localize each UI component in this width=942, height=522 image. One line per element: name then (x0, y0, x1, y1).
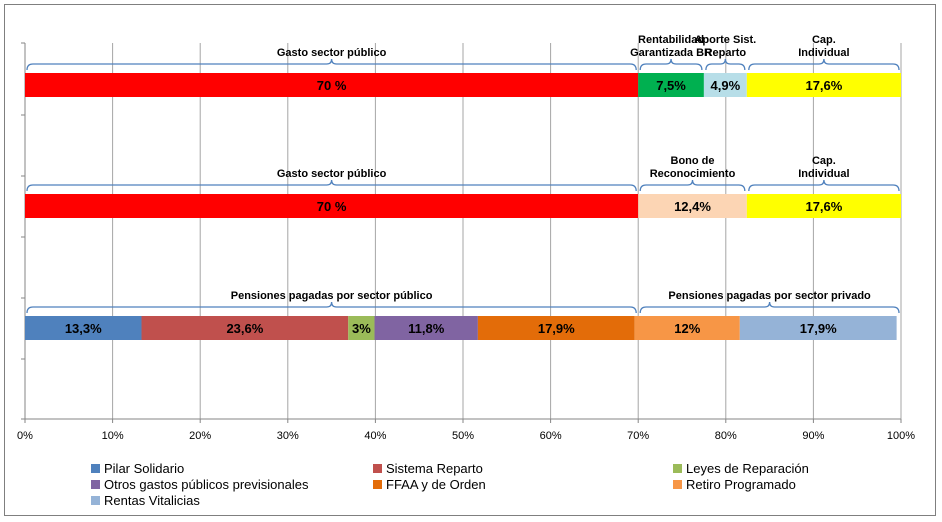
bracket-label: Gasto sector público (277, 168, 387, 180)
bar-data-label: 7,5% (656, 78, 686, 93)
bar-segment (25, 73, 639, 97)
bar-data-label: 4,9% (711, 78, 741, 93)
legend-swatch (373, 464, 382, 473)
x-tick-label: 40% (364, 430, 386, 442)
legend-swatch (91, 496, 100, 505)
bracket-label: Reconocimiento (650, 168, 736, 180)
legend-item: Sistema Reparto (373, 461, 483, 476)
bracket-label: Cap. (812, 34, 836, 46)
bar-data-label: 23,6% (226, 321, 263, 336)
bar-segment (25, 194, 639, 218)
legend-swatch (91, 464, 100, 473)
bracket-label: Cap. (812, 155, 836, 167)
bar-data-label: 70 % (317, 78, 347, 93)
legend-swatch (673, 464, 682, 473)
bar-data-label: 12% (674, 321, 700, 336)
x-tick-label: 70% (627, 430, 649, 442)
legend-swatch (91, 480, 100, 489)
bar-segment (739, 316, 897, 340)
bracket (639, 179, 746, 192)
bar-segment (25, 316, 142, 340)
bracket (639, 301, 900, 314)
legend-label: Leyes de Reparación (686, 461, 809, 476)
bracket-label: Pensiones pagadas por sector público (231, 290, 433, 302)
bar-segment (348, 316, 375, 340)
legend-label: Rentas Vitalicias (104, 493, 200, 508)
bracket-label: Gasto sector público (277, 47, 387, 59)
bracket (26, 58, 637, 71)
bar-data-label: 17,9% (538, 321, 575, 336)
bracket-label: Aporte Sist. (694, 34, 756, 46)
x-tick-label: 20% (189, 430, 211, 442)
bracket (26, 179, 637, 192)
bar-data-label: 13,3% (65, 321, 102, 336)
bracket (26, 301, 637, 314)
bracket-label: Rentabilidad (638, 34, 704, 46)
legend-swatch (373, 480, 382, 489)
legend-item: FFAA y de Orden (373, 477, 486, 492)
bar-data-label: 11,8% (408, 321, 445, 336)
bar-segment (638, 73, 704, 97)
x-tick-label: 50% (452, 430, 474, 442)
bar-data-label: 17,9% (800, 321, 837, 336)
bar-segment (634, 316, 740, 340)
legend-item: Otros gastos públicos previsionales (91, 477, 309, 492)
bar-segment (746, 73, 901, 97)
legend-swatch (673, 480, 682, 489)
bar-data-label: 17,6% (805, 199, 842, 214)
chart-frame: 0% 10% 20% 30% 40% 50% 60% 70% 80% 90% 100% 70 % 7,5… (4, 4, 936, 516)
bracket-label: Individual (798, 47, 849, 59)
legend-item: Rentas Vitalicias (91, 493, 200, 508)
legend-item: Retiro Programado (673, 477, 796, 492)
bar-data-label: 12,4% (674, 199, 711, 214)
legend-label: FFAA y de Orden (386, 477, 486, 492)
bracket (748, 179, 900, 192)
bar-segment (141, 316, 349, 340)
bar-data-label: 70 % (317, 199, 347, 214)
bar-data-label: 3% (352, 321, 371, 336)
bracket (705, 58, 746, 71)
x-tick-label: 10% (102, 430, 124, 442)
bracket-label: Garantizada BR (630, 47, 712, 59)
bar-segment (638, 194, 747, 218)
bracket (639, 58, 703, 71)
bar-segment (477, 316, 635, 340)
bar-segment (746, 194, 901, 218)
bracket-label: Bono de (671, 155, 715, 167)
x-tick-label: 90% (802, 430, 824, 442)
x-tick-label: 80% (715, 430, 737, 442)
bracket-label: Reparto (705, 47, 747, 59)
legend-item: Pilar Solidario (91, 461, 184, 476)
bracket-label: Individual (798, 168, 849, 180)
bracket-label: Pensiones pagadas por sector privado (668, 290, 871, 302)
bar-segment (703, 73, 747, 97)
legend-label: Pilar Solidario (104, 461, 185, 476)
x-tick-label: 60% (540, 430, 562, 442)
legend-item: Leyes de Reparación (673, 461, 809, 476)
x-tick-label: 0% (17, 430, 33, 442)
stacked-bar-chart: 0% 10% 20% 30% 40% 50% 60% 70% 80% 90% 100% 70 % 7,5… (17, 34, 915, 442)
x-tick-label: 100% (887, 430, 915, 442)
legend-label: Sistema Reparto (386, 461, 483, 476)
legend-label: Retiro Programado (686, 477, 796, 492)
legend-label: Otros gastos públicos previsionales (104, 477, 309, 492)
bracket (748, 58, 900, 71)
bar-data-label: 17,6% (805, 78, 842, 93)
bar-segment (374, 316, 478, 340)
x-tick-label: 30% (277, 430, 299, 442)
